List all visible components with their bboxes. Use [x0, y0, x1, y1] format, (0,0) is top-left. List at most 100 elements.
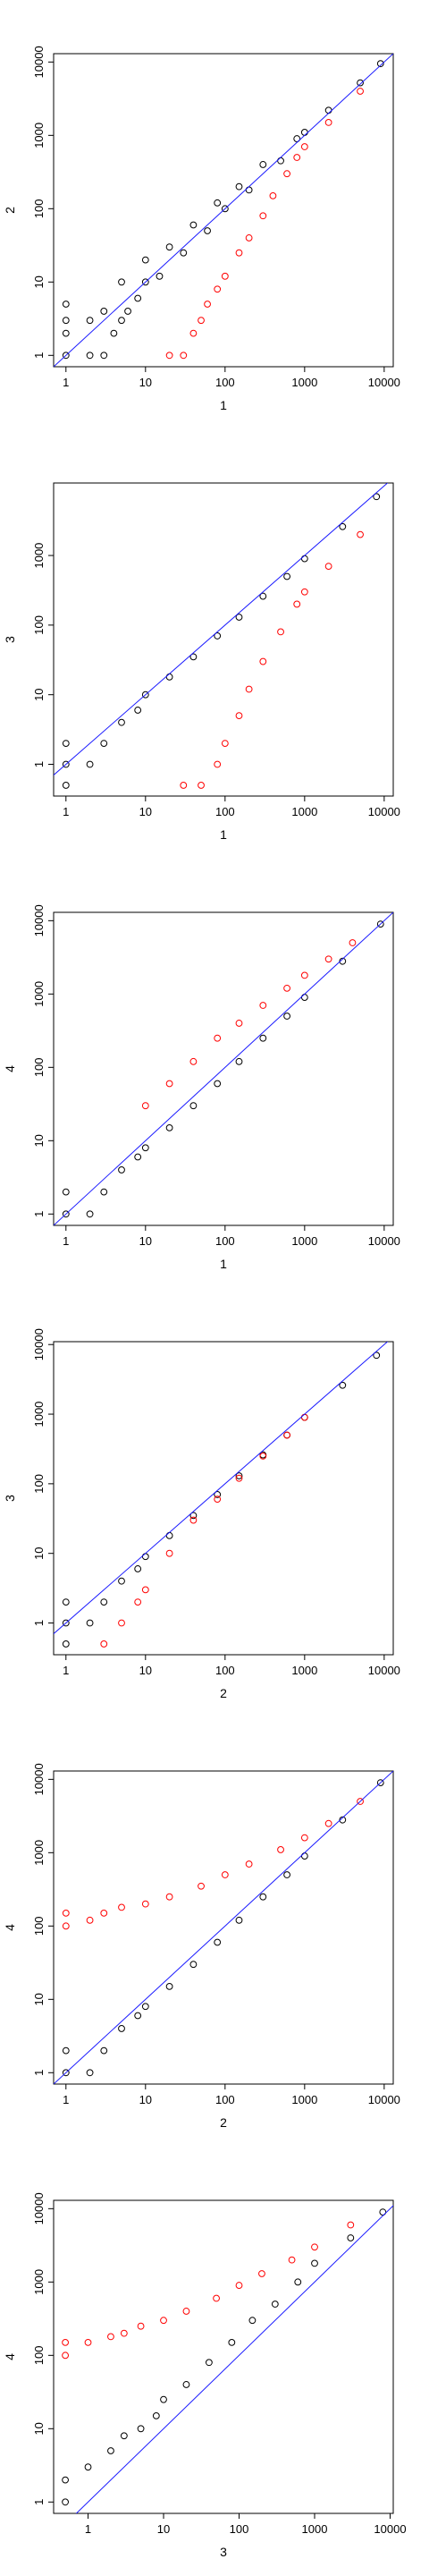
- data-point: [283, 1013, 290, 1020]
- data-point: [311, 2243, 318, 2251]
- x-axis-label: 1: [220, 827, 227, 842]
- data-point: [373, 1352, 381, 1360]
- reference-line: [54, 912, 393, 1225]
- data-point: [182, 2308, 190, 2315]
- data-point: [293, 154, 301, 161]
- data-point: [214, 760, 222, 768]
- data-point: [118, 278, 125, 286]
- data-point: [100, 740, 108, 747]
- data-point: [86, 1916, 94, 1924]
- y-tick-label: 10: [32, 1134, 46, 1147]
- data-point: [118, 1903, 125, 1911]
- data-point: [182, 2381, 190, 2388]
- data-point: [165, 1549, 173, 1557]
- plot-frame: [53, 2199, 394, 2514]
- data-point: [118, 2025, 125, 2032]
- data-point: [118, 718, 125, 726]
- reference-line: [54, 483, 389, 776]
- data-point: [248, 2317, 257, 2325]
- data-point: [160, 2395, 167, 2403]
- data-point: [86, 352, 94, 360]
- data-point: [300, 588, 308, 596]
- data-point: [62, 2046, 70, 2055]
- data-point: [156, 272, 164, 280]
- data-point: [165, 673, 173, 681]
- x-tick-label: 10000: [368, 376, 400, 389]
- y-tick-label: 100: [32, 2345, 46, 2365]
- plot-data-area: [54, 912, 393, 1225]
- data-point: [349, 939, 357, 946]
- data-point: [376, 920, 384, 928]
- x-axis-label: 1: [220, 398, 227, 412]
- data-point: [120, 2329, 128, 2337]
- data-point: [283, 1431, 290, 1439]
- data-point: [214, 1491, 222, 1498]
- plot-data-area: [54, 1771, 393, 2084]
- reference-line: [54, 1342, 389, 1635]
- x-tick-label: 1000: [291, 1234, 317, 1248]
- data-point: [259, 592, 267, 600]
- data-point: [214, 1034, 222, 1042]
- data-point: [357, 530, 364, 538]
- plot-data-area: [54, 1342, 389, 1648]
- data-point: [283, 1871, 290, 1878]
- data-point: [62, 740, 70, 747]
- data-point: [214, 1080, 222, 1088]
- data-point: [62, 2351, 69, 2360]
- data-point: [259, 212, 267, 220]
- data-point: [62, 782, 70, 789]
- data-point: [134, 294, 142, 302]
- data-point: [258, 2270, 265, 2277]
- y-tick-label: 1000: [32, 1402, 46, 1428]
- data-point: [259, 161, 267, 168]
- data-point: [189, 1057, 198, 1065]
- data-point: [134, 2012, 142, 2020]
- x-tick-label: 1000: [291, 1664, 317, 1677]
- data-point: [165, 1531, 173, 1539]
- data-point: [141, 1144, 149, 1152]
- x-tick-label: 10: [139, 805, 152, 818]
- data-point: [189, 1961, 198, 1969]
- data-point: [235, 614, 243, 621]
- data-point: [235, 249, 243, 257]
- y-tick-label: 1000: [32, 123, 46, 148]
- data-point: [357, 79, 364, 87]
- data-point: [134, 1565, 142, 1572]
- data-point: [62, 1598, 70, 1606]
- y-tick-label: 1: [32, 1620, 46, 1626]
- y-tick-label: 1000: [32, 1840, 46, 1866]
- data-point: [324, 563, 332, 571]
- data-point: [141, 1900, 149, 1908]
- data-point: [293, 135, 301, 142]
- data-point: [204, 301, 211, 308]
- data-point: [62, 2069, 70, 2077]
- data-point: [245, 234, 253, 242]
- x-tick-label: 1: [63, 376, 69, 389]
- scatter-panel: 1 10 100 1000 10000 1 10 100 1000 10000 1 4: [3, 904, 400, 1271]
- data-point: [152, 2411, 160, 2419]
- data-point: [86, 760, 94, 768]
- data-point: [235, 1916, 243, 1924]
- data-point: [124, 308, 131, 315]
- data-point: [277, 1846, 284, 1853]
- data-point: [198, 317, 205, 325]
- data-point: [235, 1474, 243, 1482]
- data-point: [180, 352, 188, 360]
- data-point: [189, 1102, 198, 1110]
- plot-data-area: [54, 483, 389, 789]
- data-point: [62, 1210, 70, 1218]
- y-tick-label: 100: [32, 1916, 46, 1936]
- data-point: [100, 1909, 108, 1917]
- data-point: [141, 1586, 149, 1594]
- data-point: [357, 88, 364, 95]
- data-point: [221, 272, 229, 280]
- data-point: [165, 243, 173, 251]
- data-point: [259, 1453, 267, 1460]
- x-tick-label: 1: [85, 2522, 91, 2536]
- x-tick-label: 1000: [291, 376, 317, 389]
- data-point: [269, 191, 277, 199]
- y-tick-label: 10000: [32, 1328, 46, 1360]
- data-point: [293, 600, 301, 608]
- y-axis-label: 4: [3, 1065, 17, 1072]
- y-axis-label: 4: [3, 2353, 17, 2360]
